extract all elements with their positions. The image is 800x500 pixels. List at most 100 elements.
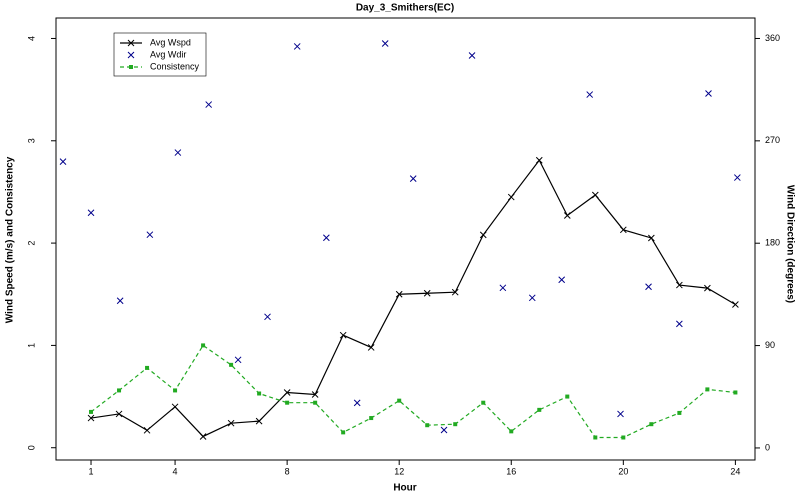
x-tick-label: 8 — [285, 466, 290, 476]
data-point — [201, 343, 206, 348]
data-point — [649, 422, 654, 427]
data-point — [116, 297, 124, 305]
data-point — [381, 40, 389, 47]
data-point — [705, 387, 710, 392]
data-point — [409, 175, 417, 182]
data-point — [397, 398, 402, 403]
data-point — [234, 356, 242, 364]
data-point — [339, 331, 347, 339]
y-tick-label: 3 — [26, 138, 36, 143]
data-point — [676, 281, 683, 289]
data-point — [353, 399, 361, 407]
data-point — [440, 426, 448, 434]
data-point — [59, 158, 67, 166]
data-point — [468, 52, 476, 59]
data-point — [257, 391, 262, 396]
data-point — [593, 435, 598, 440]
x-tick-label: 24 — [730, 466, 740, 476]
data-point — [341, 430, 346, 435]
data-point — [733, 390, 738, 395]
data-point — [677, 410, 682, 415]
plot-frame — [55, 17, 756, 461]
y2-tick-label: 0 — [765, 442, 770, 452]
data-point — [453, 422, 458, 427]
data-point — [619, 226, 627, 234]
data-point — [395, 290, 403, 298]
data-point — [509, 429, 514, 434]
data-point — [173, 388, 178, 393]
y2-tick-label: 90 — [765, 340, 775, 350]
data-point — [733, 174, 741, 181]
y-axis-label: Wind Speed (m/s) and Consistency — [5, 156, 16, 323]
data-point — [535, 156, 543, 164]
y2-axis-label: Wind Direction (degrees) — [784, 185, 795, 303]
data-point — [704, 284, 711, 292]
data-point — [313, 400, 318, 405]
data-point — [565, 394, 570, 399]
data-point — [528, 294, 536, 302]
data-point — [264, 313, 271, 321]
legend-label: Consistency — [150, 61, 200, 71]
data-point — [145, 365, 150, 370]
y-tick-label: 0 — [26, 445, 36, 450]
data-point — [558, 276, 566, 284]
legend-marker — [127, 39, 135, 47]
legend-marker — [127, 51, 135, 59]
data-point — [146, 231, 154, 239]
legend-marker — [129, 65, 133, 69]
data-point — [174, 149, 182, 156]
data-point — [323, 234, 330, 242]
data-point — [283, 389, 291, 396]
data-point — [311, 391, 319, 398]
data-point — [617, 410, 624, 418]
data-point — [205, 101, 213, 108]
data-point — [563, 212, 571, 219]
data-point — [507, 193, 515, 201]
legend-label: Avg Wspd — [150, 37, 191, 47]
x-tick-label: 16 — [506, 466, 516, 476]
x-tick-label: 4 — [173, 466, 178, 476]
data-point — [479, 231, 487, 239]
series-line — [90, 344, 736, 439]
x-tick-label: 1 — [89, 466, 94, 476]
data-point — [647, 234, 655, 242]
data-point — [732, 301, 739, 308]
data-point — [117, 388, 122, 393]
data-point — [481, 400, 486, 405]
data-point — [115, 410, 123, 418]
x-tick-label: 12 — [394, 466, 404, 476]
data-point — [369, 416, 374, 421]
data-point — [423, 289, 431, 297]
data-point — [143, 426, 151, 434]
data-point — [367, 344, 375, 351]
y-tick-label: 2 — [26, 241, 36, 246]
data-point — [255, 417, 263, 425]
x-axis-label: Hour — [393, 483, 416, 494]
x-tick-label: 20 — [618, 466, 628, 476]
chart-title: Day_3_Smithers(EC) — [356, 3, 454, 14]
y-tick-label: 4 — [26, 36, 36, 41]
series-line — [90, 159, 736, 438]
data-point — [87, 209, 95, 217]
data-point — [586, 91, 594, 98]
data-point — [591, 191, 599, 199]
data-point — [499, 284, 507, 292]
data-point — [705, 90, 712, 97]
data-point — [227, 419, 235, 427]
data-point — [293, 43, 301, 50]
data-point — [645, 283, 652, 291]
data-point — [89, 409, 94, 414]
data-point — [199, 433, 207, 440]
data-point — [676, 320, 683, 328]
data-point — [537, 407, 542, 412]
data-point — [229, 362, 234, 367]
data-point — [87, 414, 95, 422]
data-point — [285, 400, 290, 405]
data-point — [621, 435, 626, 440]
y2-tick-label: 270 — [765, 135, 780, 145]
legend-label: Avg Wdir — [150, 49, 186, 59]
data-point — [425, 423, 430, 428]
y2-tick-label: 180 — [765, 238, 780, 248]
y2-tick-label: 360 — [765, 33, 780, 43]
